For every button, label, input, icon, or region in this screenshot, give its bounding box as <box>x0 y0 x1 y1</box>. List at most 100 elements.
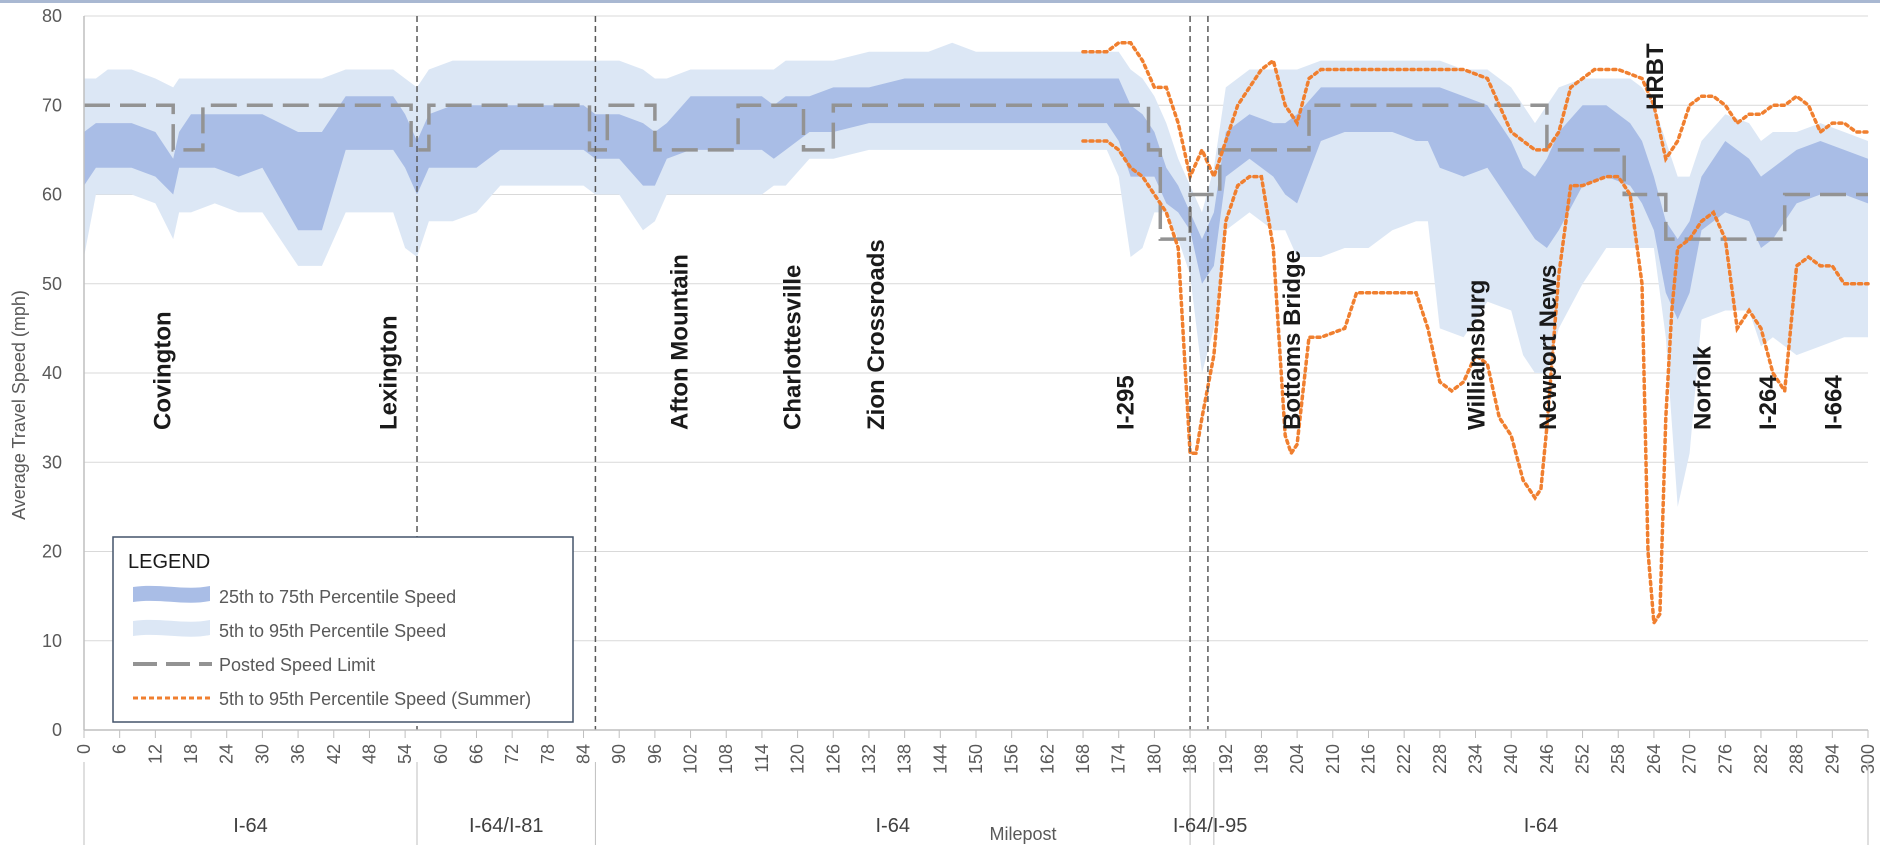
x-tick-label: 294 <box>1822 744 1842 774</box>
x-tick-label: 168 <box>1073 744 1093 774</box>
route-segment-label: I-64/I-95 <box>1173 815 1247 837</box>
x-tick-label: 252 <box>1573 744 1593 774</box>
x-tick-label: 222 <box>1394 744 1414 774</box>
x-tick-label: 300 <box>1858 744 1878 774</box>
top-border <box>0 0 1880 3</box>
y-tick-label: 0 <box>52 720 62 740</box>
x-tick-label: 114 <box>752 744 772 773</box>
band-25th-75th <box>84 78 1868 320</box>
x-tick-label: 276 <box>1715 744 1735 774</box>
place-label: I-295 <box>1113 375 1140 430</box>
band-5th-95th <box>84 42 1868 507</box>
y-tick-label: 50 <box>42 274 62 294</box>
x-tick-label: 126 <box>823 744 843 774</box>
place-label: I-664 <box>1820 375 1847 430</box>
x-tick-label: 12 <box>145 744 165 764</box>
y-tick-label: 10 <box>42 631 62 651</box>
y-tick-labels: 0 10 20 30 40 50 60 70 80 <box>42 6 62 740</box>
axes <box>83 16 1869 738</box>
x-tick-label: 288 <box>1787 744 1807 774</box>
place-label: Afton Mountain <box>667 254 694 430</box>
x-tick-label: 6 <box>110 744 130 754</box>
x-tick-label: 24 <box>217 744 237 764</box>
place-label: Bottoms Bridge <box>1279 250 1306 430</box>
x-tick-label: 258 <box>1608 744 1628 774</box>
x-tick-label: 0 <box>74 744 94 754</box>
x-tick-label: 156 <box>1002 744 1022 774</box>
place-labels: Covington Lexington Afton Mountain Charlott… <box>149 43 1847 430</box>
x-tick-label: 60 <box>431 744 451 764</box>
place-label: Charlottesville <box>780 265 807 430</box>
legend-label-p5-95: 5th to 95th Percentile Speed <box>219 621 446 641</box>
x-tick-label: 234 <box>1466 744 1486 774</box>
x-tick-label: 72 <box>502 744 522 764</box>
y-tick-label: 30 <box>42 452 62 472</box>
x-tick-label: 132 <box>859 744 879 774</box>
x-tick-label: 90 <box>609 744 629 764</box>
x-tick-label: 102 <box>681 744 701 774</box>
legend-swatch-p5-95 <box>133 619 210 637</box>
y-tick-label: 80 <box>42 6 62 26</box>
x-tick-label: 240 <box>1501 744 1521 774</box>
x-tick-label: 264 <box>1644 744 1664 774</box>
place-label: Williamsburg <box>1464 280 1491 430</box>
y-axis-title: Average Travel Speed (mph) <box>9 290 29 520</box>
x-tick-label: 270 <box>1680 744 1700 774</box>
posted-speed-line <box>84 103 1868 241</box>
x-tick-label: 198 <box>1251 744 1271 774</box>
place-label: I-264 <box>1755 375 1782 430</box>
x-tick-label: 42 <box>324 744 344 764</box>
x-tick-label: 84 <box>574 744 594 764</box>
legend-label-summer: 5th to 95th Percentile Speed (Summer) <box>219 689 531 709</box>
x-tick-label: 30 <box>252 744 272 764</box>
x-tick-label: 246 <box>1537 744 1557 774</box>
y-tick-label: 20 <box>42 542 62 562</box>
route-segment-label: I-64 <box>1524 815 1558 837</box>
x-tick-label: 282 <box>1751 744 1771 774</box>
x-tick-label: 150 <box>966 744 986 774</box>
place-label: Norfolk <box>1690 345 1717 430</box>
legend-swatch-p25-75 <box>133 585 210 603</box>
place-label: Newport News <box>1535 265 1562 430</box>
place-label: HRBT <box>1642 43 1669 110</box>
x-tick-label: 174 <box>1109 744 1129 774</box>
summer-low-line <box>1081 139 1870 629</box>
x-tick-label: 204 <box>1287 744 1307 774</box>
x-tick-label: 186 <box>1180 744 1200 774</box>
y-tick-label: 40 <box>42 363 62 383</box>
x-tick-label: 162 <box>1037 744 1057 774</box>
route-segment-label: I-64/I-81 <box>469 815 543 837</box>
route-segment-label: I-64 <box>233 815 267 837</box>
y-tick-label: 70 <box>42 95 62 115</box>
place-label: Covington <box>149 311 176 430</box>
x-tick-label: 108 <box>716 744 736 774</box>
x-tick-labels: 0 6 12 18 24 30 36 42 48 54 60 66 72 78 84 90 96 102 108 11… <box>74 744 1878 774</box>
legend-title: LEGEND <box>128 551 210 573</box>
x-tick-label: 138 <box>895 744 915 774</box>
route-segment-labels: I-64 I-64/I-81 I-64 I-64/I-95 I-64 <box>83 762 1869 845</box>
x-tick-label: 180 <box>1144 744 1164 774</box>
x-tick-label: 144 <box>930 744 950 774</box>
legend-label-posted: Posted Speed Limit <box>219 655 375 675</box>
x-tick-label: 36 <box>288 744 308 764</box>
x-tick-label: 210 <box>1323 744 1343 774</box>
x-tick-label: 66 <box>467 744 487 764</box>
x-tick-label: 54 <box>395 744 415 764</box>
place-label: Lexington <box>375 315 402 430</box>
route-segment-label: I-64 <box>876 815 910 837</box>
x-tick-label: 18 <box>181 744 201 764</box>
x-tick-label: 192 <box>1216 744 1236 774</box>
summer-high-line <box>1081 41 1870 183</box>
legend-label-p25-75: 25th to 75th Percentile Speed <box>219 587 456 607</box>
place-label: Zion Crossroads <box>863 239 890 430</box>
x-tick-label: 228 <box>1430 744 1450 774</box>
percentile-bands <box>84 42 1868 507</box>
x-tick-label: 96 <box>645 744 665 764</box>
x-tick-label: 120 <box>788 744 808 774</box>
legend: LEGEND 25th to 75th Percentile Speed 5th… <box>112 536 574 723</box>
x-tick-label: 48 <box>359 744 379 764</box>
y-tick-label: 60 <box>42 185 62 205</box>
speed-lines <box>84 41 1870 629</box>
x-tick-label: 78 <box>538 744 558 764</box>
